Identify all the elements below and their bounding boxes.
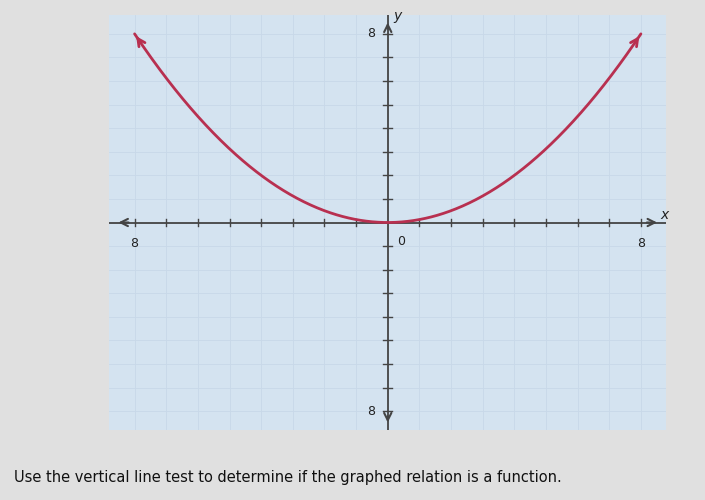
Text: Use the vertical line test to determine if the graphed relation is a function.: Use the vertical line test to determine … bbox=[14, 470, 562, 485]
Text: x: x bbox=[661, 208, 669, 222]
Text: 8: 8 bbox=[130, 236, 139, 250]
Text: 8: 8 bbox=[637, 236, 645, 250]
Text: 8: 8 bbox=[367, 28, 375, 40]
Text: y: y bbox=[393, 9, 401, 23]
Text: 8: 8 bbox=[367, 404, 375, 417]
Text: 0: 0 bbox=[397, 236, 405, 248]
